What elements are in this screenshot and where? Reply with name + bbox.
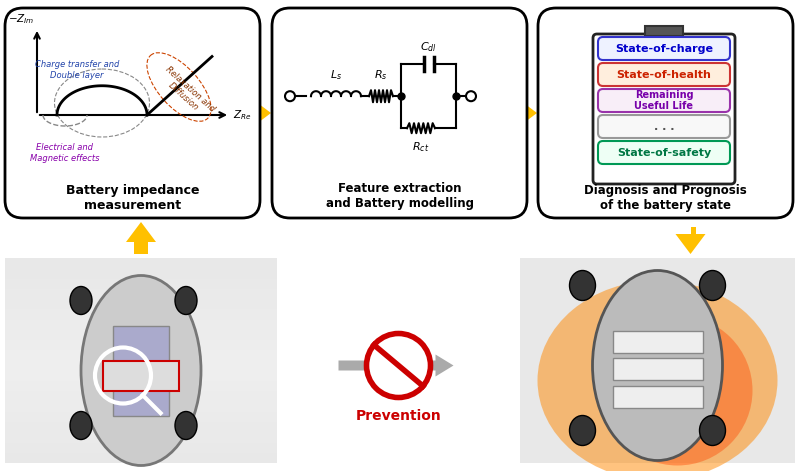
FancyBboxPatch shape [538, 8, 793, 218]
Ellipse shape [175, 412, 197, 439]
FancyBboxPatch shape [598, 63, 730, 86]
Polygon shape [675, 234, 706, 254]
Bar [613, 385, 702, 407]
Bar [5, 442, 277, 453]
Bar [5, 278, 277, 289]
FancyBboxPatch shape [272, 8, 527, 218]
Ellipse shape [70, 286, 92, 315]
Bar [5, 381, 277, 391]
Polygon shape [126, 222, 156, 254]
Text: Diagnosis and Prognosis
of the battery state: Diagnosis and Prognosis of the battery s… [584, 184, 747, 212]
Bar [5, 401, 277, 412]
Ellipse shape [81, 276, 201, 465]
FancyBboxPatch shape [5, 8, 260, 218]
Text: State-of-health: State-of-health [617, 70, 711, 80]
Bar [520, 258, 795, 463]
Bar [113, 325, 169, 360]
Ellipse shape [699, 270, 726, 300]
Ellipse shape [602, 316, 753, 465]
Bar [5, 350, 277, 360]
Text: Battery impedance
measurement: Battery impedance measurement [66, 184, 199, 212]
FancyBboxPatch shape [598, 37, 730, 60]
Polygon shape [517, 98, 537, 128]
Bar [5, 360, 277, 371]
Bar [613, 357, 702, 380]
Bar [613, 331, 702, 352]
Bar [5, 299, 277, 309]
Circle shape [466, 91, 476, 101]
Ellipse shape [699, 415, 726, 446]
Text: $R_{ct}$: $R_{ct}$ [412, 140, 430, 154]
Text: Remaining
Useful Life: Remaining Useful Life [634, 89, 694, 111]
Bar [645, 26, 683, 36]
FancyBboxPatch shape [598, 141, 730, 164]
Bar [5, 422, 277, 432]
Bar [5, 268, 277, 278]
Bar [5, 258, 277, 268]
Bar [5, 412, 277, 422]
Bar [5, 330, 277, 340]
Text: Charge transfer and
Double layer: Charge transfer and Double layer [35, 60, 119, 80]
Bar [5, 432, 277, 442]
FancyBboxPatch shape [598, 115, 730, 138]
Bar [5, 289, 277, 299]
Bar [5, 309, 277, 319]
Bar [113, 381, 169, 415]
Text: $Z_{Re}$: $Z_{Re}$ [233, 108, 251, 122]
Text: State-of-charge: State-of-charge [615, 43, 713, 54]
Text: . . .: . . . [654, 122, 674, 131]
Text: $L_s$: $L_s$ [330, 68, 342, 82]
Bar [103, 360, 179, 390]
Text: Relaxation and
Diffusion: Relaxation and Diffusion [157, 65, 217, 122]
Polygon shape [251, 98, 271, 128]
Text: Electrical and
Magnetic effects: Electrical and Magnetic effects [30, 143, 100, 162]
Ellipse shape [175, 286, 197, 315]
FancyBboxPatch shape [598, 89, 730, 112]
Bar [5, 453, 277, 463]
Bar [5, 391, 277, 401]
Bar [5, 319, 277, 330]
Text: Feature extraction
and Battery modelling: Feature extraction and Battery modelling [326, 182, 474, 210]
Ellipse shape [538, 281, 778, 471]
FancyBboxPatch shape [593, 34, 735, 184]
Text: $C_{dl}$: $C_{dl}$ [420, 41, 437, 54]
Text: Prevention: Prevention [356, 408, 442, 422]
Bar [5, 371, 277, 381]
Bar [5, 258, 277, 463]
Circle shape [366, 333, 430, 398]
Ellipse shape [70, 412, 92, 439]
Bar [690, 227, 696, 241]
Polygon shape [338, 355, 454, 376]
Ellipse shape [570, 270, 595, 300]
Ellipse shape [593, 270, 722, 461]
Text: $-Z_{Im}$: $-Z_{Im}$ [9, 12, 35, 26]
Circle shape [285, 91, 295, 101]
Ellipse shape [570, 415, 595, 446]
Bar [5, 340, 277, 350]
Text: $R_s$: $R_s$ [374, 68, 388, 82]
Text: State-of-safety: State-of-safety [617, 147, 711, 157]
